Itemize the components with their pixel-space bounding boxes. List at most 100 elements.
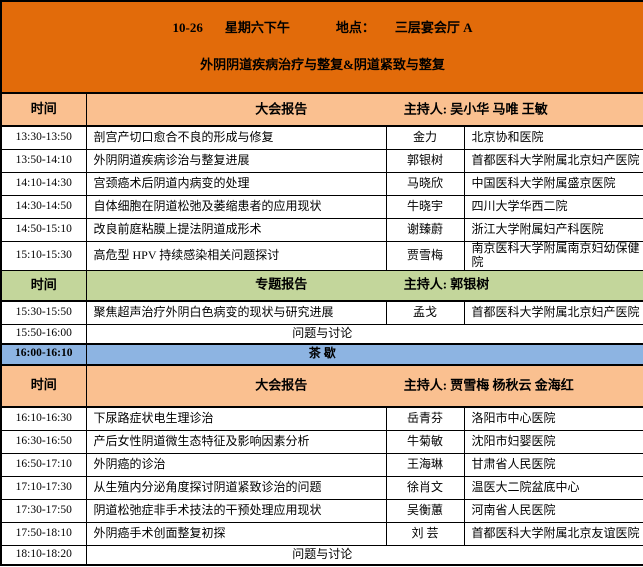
topic-cell: 产后女性阴道微生态特征及影响因素分析	[85, 429, 387, 454]
session1-header-row: 时间 大会报告 主持人: 吴小华 马唯 王敏	[0, 92, 643, 127]
session1-chairs: 主持人: 吴小华 马唯 王敏	[403, 101, 548, 117]
topic-cell: 改良前庭粘膜上提法阴道成形术	[85, 218, 387, 242]
speaker-cell: 牛晓宇	[385, 195, 465, 219]
time-cell: 14:30-14:50	[0, 195, 87, 219]
hospital-cell: 北京协和医院	[463, 125, 643, 150]
hospital-cell: 首都医科大学附属北京友谊医院	[463, 521, 643, 546]
time-cell: 16:50-17:10	[0, 452, 87, 477]
time-cell: 17:10-17:30	[0, 475, 87, 500]
time-cell: 15:10-15:30	[0, 241, 87, 271]
banner-row: 10-26 星期六下午 地点： 三层宴会厅 A 外阴阴道疾病治疗与整复&阴道紧致…	[0, 0, 643, 94]
banner-day: 星期六下午	[224, 20, 290, 36]
time-cell: 13:30-13:50	[0, 125, 87, 150]
discussion-row: 18:10-18:20 问题与讨论	[0, 544, 643, 566]
topic-cell: 外阴癌的诊治	[85, 452, 387, 477]
topic-cell: 自体细胞在阴道松弛及萎缩患者的应用现状	[85, 195, 387, 219]
schedule-row: 17:10-17:30 从生殖内分泌角度探讨阴道紧致诊治的问题 徐肖文 温医大二…	[0, 475, 643, 500]
banner-location-label: 地点：	[335, 20, 375, 36]
hospital-cell: 中国医科大学附属盛京医院	[463, 172, 643, 196]
banner-content: 10-26 星期六下午 地点： 三层宴会厅 A 外阴阴道疾病治疗与整复&阴道紧致…	[2, 2, 643, 91]
schedule-row: 16:30-16:50 产后女性阴道微生态特征及影响因素分析 牛菊敏 沈阳市妇婴…	[0, 429, 643, 454]
topic-cell: 从生殖内分泌角度探讨阴道紧致诊治的问题	[85, 475, 387, 500]
time-cell: 16:10-16:30	[0, 406, 87, 431]
schedule-row: 14:30-14:50 自体细胞在阴道松弛及萎缩患者的应用现状 牛晓宇 四川大学…	[0, 195, 643, 219]
hospital-cell: 洛阳市中心医院	[463, 406, 643, 431]
session1-header-cell: 大会报告 主持人: 吴小华 马唯 王敏	[85, 92, 643, 127]
time-cell: 14:50-15:10	[0, 218, 87, 242]
session3-chairs: 主持人: 贾雪梅 杨秋云 金海红	[403, 377, 574, 393]
speaker-cell: 郭银树	[385, 149, 465, 173]
topic-cell: 宫颈癌术后阴道内病变的处理	[85, 172, 387, 196]
time-cell: 16:00-16:10	[0, 342, 87, 366]
banner-session-info: 10-26 星期六下午 地点： 三层宴会厅 A	[2, 20, 643, 36]
topic-cell: 外阴癌手术创面整复初探	[85, 521, 387, 546]
speaker-cell: 牛菊敏	[385, 429, 465, 454]
time-cell: 16:30-16:50	[0, 429, 87, 454]
hospital-cell: 河南省人民医院	[463, 498, 643, 523]
banner-venue: 三层宴会厅 A	[394, 20, 473, 36]
discussion-label: 问题与讨论	[85, 323, 643, 345]
session3-title: 大会报告	[255, 377, 308, 393]
session3-header-row: 时间 大会报告 主持人: 贾雪梅 杨秋云 金海红	[0, 364, 643, 408]
tea-break-label: 茶 歇	[85, 342, 643, 366]
speaker-cell: 谢臻蔚	[385, 218, 465, 242]
schedule-row: 13:30-13:50 剖宫产切口愈合不良的形成与修复 金力 北京协和医院	[0, 125, 643, 150]
schedule-row: 17:50-18:10 外阴癌手术创面整复初探 刘 芸 首都医科大学附属北京友谊…	[0, 521, 643, 546]
tea-break-row: 16:00-16:10 茶 歇	[0, 342, 643, 366]
discussion-row: 15:50-16:00 问题与讨论	[0, 323, 643, 345]
schedule-row: 13:50-14:10 外阴阴道疾病诊治与整复进展 郭银树 首都医科大学附属北京…	[0, 149, 643, 173]
speaker-cell: 马晓欣	[385, 172, 465, 196]
speaker-cell: 王海琳	[385, 452, 465, 477]
banner-date: 10-26	[172, 20, 203, 36]
hospital-cell: 沈阳市妇婴医院	[463, 429, 643, 454]
hospital-cell: 首都医科大学附属北京妇产医院	[463, 149, 643, 173]
topic-cell: 高危型 HPV 持续感染相关问题探讨	[85, 241, 387, 271]
speaker-cell: 徐肖文	[385, 475, 465, 500]
schedule-row: 17:30-17:50 阴道松弛症非手术技法的干预处理应用现状 吴衡蕙 河南省人…	[0, 498, 643, 523]
time-cell: 15:30-15:50	[0, 300, 87, 325]
topic-cell: 外阴阴道疾病诊治与整复进展	[85, 149, 387, 173]
banner-cell: 10-26 星期六下午 地点： 三层宴会厅 A 外阴阴道疾病治疗与整复&阴道紧致…	[0, 0, 643, 94]
speaker-cell: 贾雪梅	[385, 241, 465, 271]
speaker-cell: 刘 芸	[385, 521, 465, 546]
hospital-cell: 浙江大学附属妇产科医院	[463, 218, 643, 242]
session2-title: 专题报告	[255, 276, 308, 292]
discussion-label: 问题与讨论	[85, 544, 643, 566]
time-cell: 14:10-14:30	[0, 172, 87, 196]
topic-cell: 下尿路症状电生理诊治	[85, 406, 387, 431]
session2-header-row: 时间 专题报告 主持人: 郭银树	[0, 269, 643, 302]
hospital-cell: 首都医科大学附属北京妇产医院	[463, 300, 643, 325]
time-column-header: 时间	[0, 269, 87, 302]
time-cell: 17:50-18:10	[0, 521, 87, 546]
hospital-cell: 四川大学华西二院	[463, 195, 643, 219]
time-cell: 18:10-18:20	[0, 544, 87, 566]
session2-chairs: 主持人: 郭银树	[403, 276, 490, 292]
time-column-header: 时间	[0, 92, 87, 127]
time-cell: 17:30-17:50	[0, 498, 87, 523]
topic-cell: 聚焦超声治疗外阴白色病变的现状与研究进展	[85, 300, 387, 325]
schedule-row: 14:10-14:30 宫颈癌术后阴道内病变的处理 马晓欣 中国医科大学附属盛京…	[0, 172, 643, 196]
time-column-header: 时间	[0, 364, 87, 408]
hospital-cell: 温医大二院盆底中心	[463, 475, 643, 500]
schedule-row: 15:30-15:50 聚焦超声治疗外阴白色病变的现状与研究进展 孟戈 首都医科…	[0, 300, 643, 325]
topic-cell: 剖宫产切口愈合不良的形成与修复	[85, 125, 387, 150]
schedule-row: 15:10-15:30 高危型 HPV 持续感染相关问题探讨 贾雪梅 南京医科大…	[0, 241, 643, 271]
schedule-row: 14:50-15:10 改良前庭粘膜上提法阴道成形术 谢臻蔚 浙江大学附属妇产科…	[0, 218, 643, 242]
time-cell: 15:50-16:00	[0, 323, 87, 345]
hospital-cell: 甘肃省人民医院	[463, 452, 643, 477]
speaker-cell: 金力	[385, 125, 465, 150]
session1-title: 大会报告	[255, 101, 308, 117]
banner-title: 外阴阴道疾病治疗与整复&阴道紧致与整复	[200, 57, 445, 73]
session3-header-cell: 大会报告 主持人: 贾雪梅 杨秋云 金海红	[85, 364, 643, 408]
schedule-row: 16:10-16:30 下尿路症状电生理诊治 岳青芬 洛阳市中心医院	[0, 406, 643, 431]
schedule-row: 16:50-17:10 外阴癌的诊治 王海琳 甘肃省人民医院	[0, 452, 643, 477]
speaker-cell: 孟戈	[385, 300, 465, 325]
speaker-cell: 吴衡蕙	[385, 498, 465, 523]
topic-cell: 阴道松弛症非手术技法的干预处理应用现状	[85, 498, 387, 523]
session2-header-cell: 专题报告 主持人: 郭银树	[85, 269, 643, 302]
time-cell: 13:50-14:10	[0, 149, 87, 173]
speaker-cell: 岳青芬	[385, 406, 465, 431]
hospital-cell: 南京医科大学附属南京妇幼保健院	[463, 241, 643, 271]
